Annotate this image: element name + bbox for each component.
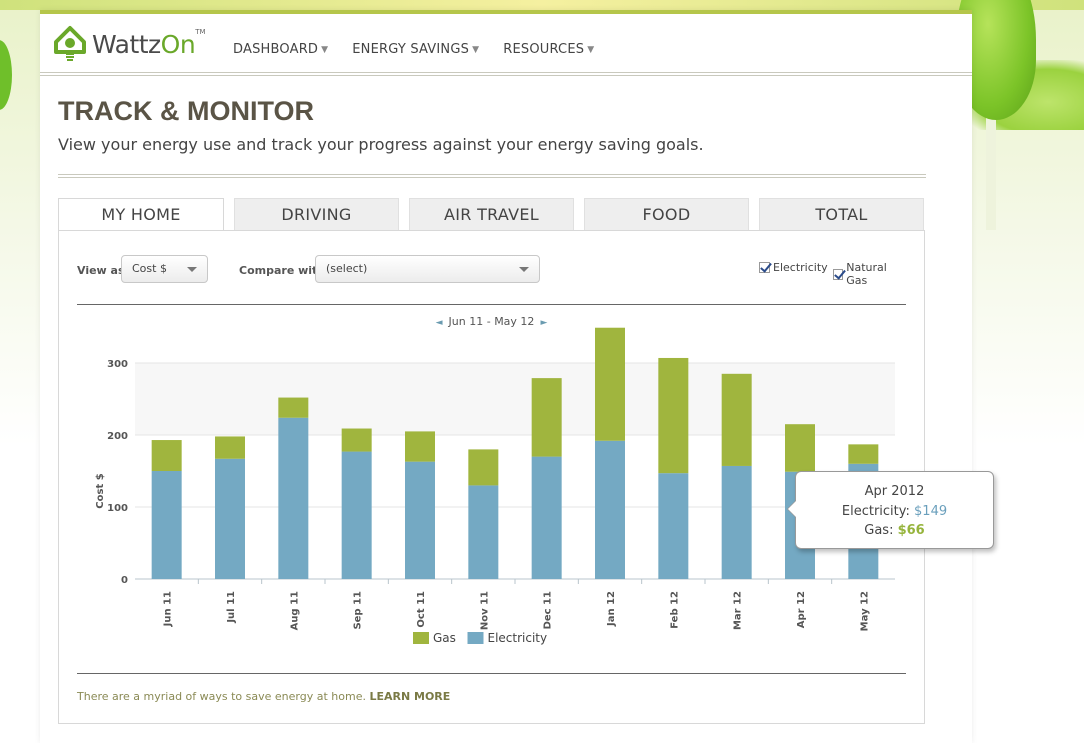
logo-trademark: TM bbox=[195, 28, 206, 36]
y-tick-label: 300 bbox=[107, 359, 128, 370]
tab-total[interactable]: TOTAL bbox=[759, 198, 924, 230]
x-tick-label: Sep 11 bbox=[353, 591, 364, 630]
compare-with-select[interactable]: (select) bbox=[315, 255, 540, 283]
bar-electricity bbox=[658, 473, 689, 579]
logo-text: WattzOn bbox=[92, 29, 196, 59]
view-as-label: View as bbox=[77, 264, 125, 277]
dropdown-arrow-icon bbox=[519, 267, 529, 272]
dropdown-arrow-icon bbox=[187, 267, 197, 272]
header: WattzOn TM DASHBOARD ▼ ENERGY SAVINGS ▼ RE… bbox=[40, 14, 972, 76]
tab-driving[interactable]: DRIVING bbox=[234, 198, 399, 230]
plot-band bbox=[135, 363, 895, 435]
nav-energy-savings[interactable]: ENERGY SAVINGS ▼ bbox=[352, 42, 480, 57]
controls-divider bbox=[77, 304, 906, 305]
legend-swatch bbox=[467, 632, 484, 644]
background-top-strip bbox=[0, 0, 1084, 10]
x-tick-label: Jan 12 bbox=[606, 591, 617, 627]
x-tick-label: Dec 11 bbox=[543, 591, 554, 629]
bar-gas bbox=[278, 397, 309, 418]
bar-electricity bbox=[721, 465, 752, 579]
x-tick-label: Apr 12 bbox=[796, 591, 807, 628]
legend-label: Electricity bbox=[488, 631, 548, 645]
header-divider bbox=[40, 72, 972, 76]
chart-tooltip: Apr 2012 Electricity: $149 Gas: $66 bbox=[787, 471, 994, 549]
x-tick-label: Nov 11 bbox=[479, 591, 490, 630]
title-divider bbox=[58, 174, 926, 178]
x-tick-label: Oct 11 bbox=[416, 591, 427, 628]
bar-electricity bbox=[341, 451, 372, 579]
caret-down-icon: ▼ bbox=[472, 44, 480, 55]
page-container: WattzOn TM DASHBOARD ▼ ENERGY SAVINGS ▼ RE… bbox=[40, 10, 972, 743]
bar-electricity bbox=[151, 471, 182, 579]
page-title: TRACK & MONITOR bbox=[58, 96, 314, 126]
tooltip-gas: Gas: $66 bbox=[864, 523, 925, 538]
bar-electricity bbox=[468, 485, 499, 579]
prev-period-icon[interactable]: ◄ bbox=[435, 318, 443, 328]
tab-food[interactable]: FOOD bbox=[584, 198, 749, 230]
natural-gas-toggle[interactable]: Natural Gas bbox=[833, 261, 906, 287]
house-bulb-icon bbox=[52, 22, 88, 66]
footer-message: There are a myriad of ways to save energ… bbox=[77, 690, 450, 703]
y-tick-label: 100 bbox=[107, 503, 128, 514]
bar-gas bbox=[848, 444, 879, 464]
main-nav: DASHBOARD ▼ ENERGY SAVINGS ▼ RESOURCES ▼ bbox=[233, 42, 594, 57]
background-leaf bbox=[0, 40, 12, 110]
caret-down-icon: ▼ bbox=[587, 44, 595, 55]
bar-gas bbox=[405, 431, 435, 462]
y-axis-label: Cost $ bbox=[95, 473, 106, 508]
x-tick-label: Mar 12 bbox=[733, 591, 744, 630]
natural-gas-checkbox-label: Natural Gas bbox=[846, 261, 887, 287]
logo[interactable]: WattzOn TM bbox=[52, 22, 206, 66]
nav-resources[interactable]: RESOURCES ▼ bbox=[503, 42, 595, 57]
bar-gas bbox=[468, 449, 499, 486]
bar-gas bbox=[721, 373, 752, 466]
compare-with-label: Compare with bbox=[239, 264, 326, 277]
category-tabs: MY HOME DRIVING AIR TRAVEL FOOD TOTAL bbox=[58, 198, 924, 231]
learn-more-link[interactable]: LEARN MORE bbox=[369, 690, 451, 703]
background-tree-trunk bbox=[986, 110, 996, 230]
x-tick-label: May 12 bbox=[859, 591, 870, 631]
nav-dashboard[interactable]: DASHBOARD ▼ bbox=[233, 42, 329, 57]
footer-text: There are a myriad of ways to save energ… bbox=[77, 690, 366, 703]
bar-gas bbox=[215, 436, 245, 459]
y-tick-label: 0 bbox=[121, 575, 128, 586]
bar-electricity bbox=[215, 458, 245, 579]
page-subtitle: View your energy use and track your prog… bbox=[58, 135, 704, 154]
view-as-value: Cost $ bbox=[132, 262, 167, 275]
compare-with-value: (select) bbox=[326, 262, 368, 275]
next-period-icon[interactable]: ► bbox=[540, 318, 548, 328]
bar-gas bbox=[151, 440, 182, 471]
bar-electricity bbox=[595, 440, 625, 579]
x-tick-label: Jun 11 bbox=[163, 591, 174, 627]
bar-electricity bbox=[531, 456, 562, 579]
tab-my-home[interactable]: MY HOME bbox=[58, 198, 224, 231]
bar-gas bbox=[341, 428, 372, 452]
view-as-select[interactable]: Cost $ bbox=[121, 255, 208, 283]
x-tick-label: Aug 11 bbox=[289, 591, 300, 630]
bar-electricity bbox=[278, 417, 309, 579]
legend-swatch bbox=[413, 632, 429, 644]
bar-gas bbox=[531, 378, 562, 457]
legend-label: Gas bbox=[433, 631, 456, 645]
electricity-checkbox-label: Electricity bbox=[773, 261, 828, 274]
caret-down-icon: ▼ bbox=[321, 44, 329, 55]
bar-gas bbox=[595, 327, 625, 441]
footer-divider bbox=[77, 673, 906, 674]
tooltip-electricity: Electricity: $149 bbox=[841, 503, 948, 519]
electricity-checkbox[interactable] bbox=[759, 262, 770, 273]
bar-gas bbox=[785, 424, 815, 472]
chart-controls: View as Cost $ Compare with (select) Ele… bbox=[77, 255, 906, 287]
tooltip-title: Apr 2012 bbox=[864, 484, 925, 499]
tab-air-travel[interactable]: AIR TRAVEL bbox=[409, 198, 574, 230]
x-tick-label: Feb 12 bbox=[669, 591, 680, 629]
electricity-toggle[interactable]: Electricity bbox=[759, 261, 828, 274]
y-tick-label: 200 bbox=[107, 431, 128, 442]
natural-gas-checkbox[interactable] bbox=[833, 268, 844, 280]
x-tick-label: Jul 11 bbox=[226, 591, 237, 624]
date-range-label: Jun 11 - May 12 bbox=[448, 315, 535, 328]
bar-electricity bbox=[405, 461, 435, 579]
bar-gas bbox=[658, 357, 689, 474]
date-range-nav: ◄ Jun 11 - May 12 ► bbox=[59, 315, 924, 328]
